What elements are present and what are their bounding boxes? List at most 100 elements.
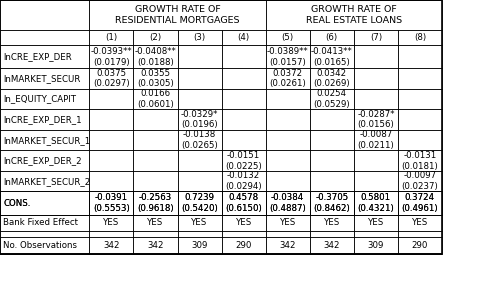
Bar: [133, 215, 177, 231]
Bar: [353, 130, 397, 150]
Bar: [309, 191, 353, 215]
Bar: [0, 215, 89, 231]
Text: 0.5801
(0.4321): 0.5801 (0.4321): [357, 193, 393, 213]
Bar: [89, 231, 133, 237]
Text: 309: 309: [191, 241, 207, 250]
Text: 0.0355
(0.0305): 0.0355 (0.0305): [137, 69, 173, 88]
Text: CONS.: CONS.: [3, 199, 31, 208]
Bar: [133, 237, 177, 254]
Text: -0.0393**
(0.0179): -0.0393** (0.0179): [90, 47, 132, 67]
Bar: [353, 191, 397, 215]
Text: -0.0087
(0.0211): -0.0087 (0.0211): [357, 130, 393, 150]
Text: lnCRE_EXP_DER: lnCRE_EXP_DER: [3, 52, 72, 61]
Bar: [309, 215, 353, 231]
Bar: [397, 191, 441, 215]
Text: -0.0097
(0.0237): -0.0097 (0.0237): [401, 171, 437, 191]
Bar: [177, 150, 221, 171]
Bar: [89, 191, 133, 215]
Bar: [133, 191, 177, 215]
Bar: [265, 215, 309, 231]
Bar: [353, 237, 397, 254]
Bar: [309, 231, 353, 237]
Text: -0.0287*
(0.0156): -0.0287* (0.0156): [356, 110, 394, 130]
Text: lnMARKET_SECUR: lnMARKET_SECUR: [3, 74, 80, 83]
Text: (2): (2): [149, 33, 161, 42]
Text: YES: YES: [235, 218, 251, 227]
Text: lnMARKET_SECUR_2: lnMARKET_SECUR_2: [3, 177, 90, 186]
Bar: [353, 45, 397, 68]
Bar: [397, 68, 441, 89]
Bar: [397, 171, 441, 191]
Bar: [221, 171, 265, 191]
Text: 0.7239
(0.5420): 0.7239 (0.5420): [181, 193, 217, 213]
Bar: [353, 231, 397, 237]
Bar: [89, 68, 133, 89]
Bar: [0, 231, 89, 237]
Bar: [177, 231, 221, 237]
Bar: [89, 89, 133, 109]
Bar: [265, 231, 309, 237]
Text: No. Observations: No. Observations: [3, 241, 77, 250]
Bar: [353, 150, 397, 171]
Text: (8): (8): [413, 33, 425, 42]
Bar: [133, 68, 177, 89]
Bar: [265, 89, 309, 109]
Bar: [309, 30, 353, 45]
Bar: [177, 215, 221, 231]
Text: GROWTH RATE OF
REAL ESTATE LOANS: GROWTH RATE OF REAL ESTATE LOANS: [305, 5, 401, 25]
Bar: [265, 150, 309, 171]
Bar: [89, 45, 133, 68]
Text: (7): (7): [369, 33, 381, 42]
Text: -0.3705
(0.8462): -0.3705 (0.8462): [313, 193, 350, 213]
Text: CONS.: CONS.: [3, 199, 31, 208]
Bar: [177, 68, 221, 89]
Bar: [177, 109, 221, 130]
Bar: [221, 45, 265, 68]
Bar: [177, 45, 221, 68]
Bar: [177, 89, 221, 109]
Bar: [133, 231, 177, 237]
Bar: [309, 45, 353, 68]
Bar: [265, 191, 309, 215]
Text: YES: YES: [103, 218, 119, 227]
Bar: [397, 45, 441, 68]
Bar: [89, 150, 133, 171]
Bar: [221, 109, 265, 130]
Bar: [177, 30, 221, 45]
Text: YES: YES: [147, 218, 163, 227]
Text: -0.0138
(0.0265): -0.0138 (0.0265): [181, 130, 217, 150]
Bar: [0, 0, 441, 254]
Bar: [133, 109, 177, 130]
Bar: [309, 89, 353, 109]
Text: -0.0391
(0.5553): -0.0391 (0.5553): [93, 193, 130, 213]
Bar: [265, 45, 309, 68]
Bar: [265, 237, 309, 254]
Bar: [0, 0, 89, 30]
Bar: [353, 191, 397, 215]
Bar: [133, 191, 177, 215]
Bar: [89, 215, 133, 231]
Text: Bank Fixed Effect: Bank Fixed Effect: [3, 218, 78, 227]
Text: -0.0408**
(0.0188): -0.0408** (0.0188): [134, 47, 176, 67]
Bar: [221, 150, 265, 171]
Bar: [89, 30, 133, 45]
Text: GROWTH RATE OF
RESIDENTIAL MORTGAGES: GROWTH RATE OF RESIDENTIAL MORTGAGES: [115, 5, 239, 25]
Text: 342: 342: [323, 241, 339, 250]
Text: lnCRE_EXP_DER_1: lnCRE_EXP_DER_1: [3, 115, 82, 124]
Bar: [353, 215, 397, 231]
Bar: [89, 130, 133, 150]
Text: -0.3705
(0.8462): -0.3705 (0.8462): [313, 193, 350, 213]
Bar: [397, 109, 441, 130]
Bar: [177, 130, 221, 150]
Bar: [221, 89, 265, 109]
Bar: [89, 0, 265, 30]
Bar: [353, 89, 397, 109]
Bar: [397, 130, 441, 150]
Bar: [309, 150, 353, 171]
Bar: [397, 231, 441, 237]
Text: 0.0254
(0.0529): 0.0254 (0.0529): [313, 89, 349, 109]
Text: 0.7239
(0.5420): 0.7239 (0.5420): [181, 193, 217, 213]
Bar: [0, 109, 89, 130]
Text: lnMARKET_SECUR_1: lnMARKET_SECUR_1: [3, 136, 90, 145]
Bar: [309, 171, 353, 191]
